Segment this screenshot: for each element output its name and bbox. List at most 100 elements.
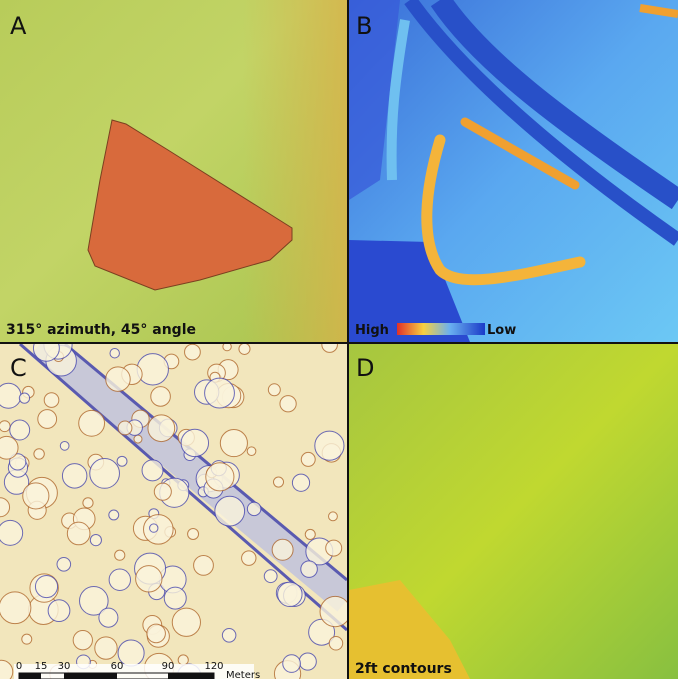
texture [298,652,317,671]
texture [66,521,91,546]
scale-tick: 120 [204,661,223,672]
texture [246,501,262,517]
texture [89,458,120,489]
texture [325,539,343,557]
texture [177,654,189,666]
texture [136,353,169,386]
texture [82,497,94,509]
scale-tick: 0 [16,661,22,672]
texture [277,581,303,608]
texture [304,528,316,540]
panel-label: B [356,12,372,40]
road [404,0,678,246]
texture [0,591,32,625]
panel-label: C [10,354,27,382]
texture [163,586,187,610]
texture [9,419,31,441]
texture [0,382,22,409]
texture [184,344,201,361]
panel-label: D [356,354,374,382]
texture [0,435,19,460]
texture [246,446,257,457]
texture [205,462,235,492]
texture [108,509,120,521]
road [386,19,410,181]
legend-ramp [397,323,485,335]
texture [271,538,294,561]
texture [114,549,126,561]
divider [0,342,678,344]
texture [79,586,109,616]
texture [241,550,257,566]
scale-tick: 15 [35,661,48,672]
low-area [349,240,470,342]
texture [0,420,11,433]
texture [37,409,58,429]
texture [143,514,174,545]
texture [43,392,60,408]
texture [263,569,278,584]
scale-tick: 60 [111,661,124,672]
texture [9,453,27,471]
legend-high: High [355,323,389,338]
ridge [421,134,586,286]
texture [300,451,316,467]
texture [146,623,166,644]
scale-outline [18,672,215,679]
texture [328,511,338,522]
texture [98,607,119,628]
texture [180,428,210,458]
texture [300,560,318,578]
texture [187,528,200,540]
ridge [460,117,580,190]
scale-segment [19,673,41,679]
texture [219,429,248,458]
texture [214,495,246,527]
scale-segment [64,673,117,679]
texture [204,377,235,409]
texture [94,636,118,660]
texture [72,630,93,651]
texture [47,599,71,623]
texture [59,440,70,451]
scale-tick: 90 [162,661,175,672]
caption: 2ft contours [355,661,452,677]
texture [135,565,163,593]
texture [282,654,301,673]
texture [105,366,131,392]
texture [150,386,171,407]
texture [18,392,31,404]
texture [34,574,59,599]
texture [116,455,128,467]
texture [61,463,88,489]
texture [222,344,232,352]
texture [89,534,102,547]
texture [141,459,164,482]
texture [149,523,159,533]
texture [171,607,201,637]
panel-label: A [10,12,27,40]
texture [0,497,11,518]
texture [56,556,72,572]
texture [321,344,338,353]
divider [347,0,349,679]
texture [272,476,285,488]
texture [0,659,14,679]
low-area [349,580,470,679]
legend-low: Low [487,323,516,338]
texture [153,482,172,501]
texture [22,482,50,510]
scale-bar [18,672,215,679]
texture [314,430,345,461]
texture [328,636,344,651]
texture [238,344,251,355]
texture [193,555,214,576]
texture [267,383,281,397]
texture [33,448,45,460]
texture [319,595,347,628]
texture [108,568,132,591]
road [30,344,347,612]
caption: 315° azimuth, 45° angle [6,322,196,338]
texture [221,628,237,643]
